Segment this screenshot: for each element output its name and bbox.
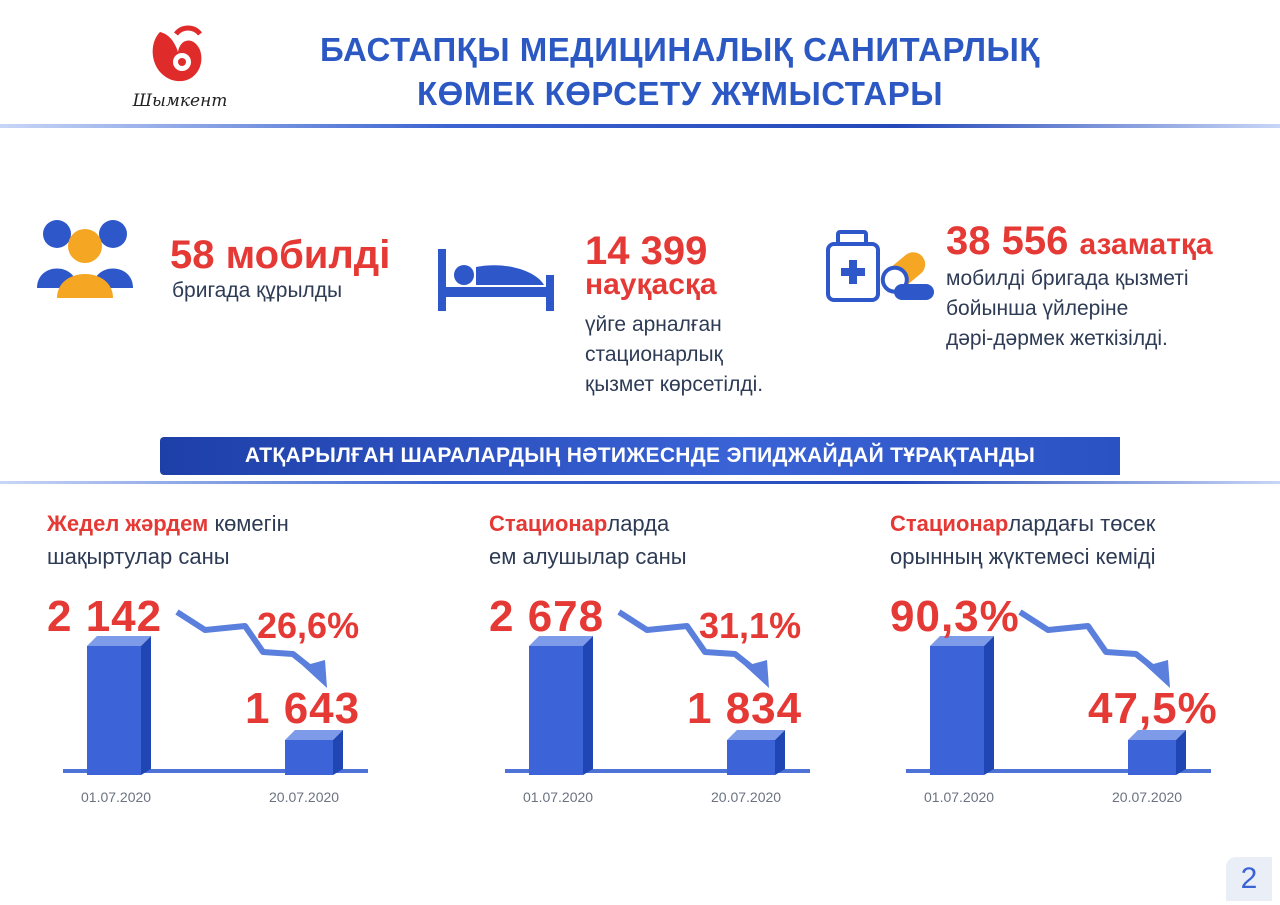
panel-title-rest: көмегін: [208, 511, 289, 536]
trend-arrow: [1018, 609, 1170, 688]
stat-citizens-desc-line: дәрі-дәрмек жеткізілді.: [946, 327, 1168, 350]
stat-mobile-teams-value: 58 мобилді: [170, 233, 391, 277]
date-start: 01.07.2020: [523, 789, 594, 805]
panel-title: Стационарларда ем алушылар саны: [489, 507, 687, 573]
date-start: 01.07.2020: [81, 789, 152, 805]
medicine-icon: [824, 228, 936, 313]
stat-patients-desc-line: қызмет көрсетілді.: [585, 373, 764, 396]
panel-title-rest: ларда: [607, 511, 670, 536]
people-icon: [35, 214, 135, 309]
value-end: 1 834: [687, 684, 803, 733]
date-start: 01.07.2020: [924, 789, 995, 805]
stat-patients-desc-line: үйге арналған: [585, 313, 722, 336]
logo: Шымкент: [130, 22, 230, 112]
page-title: БАСТАПҚЫ МЕДИЦИНАЛЫҚ САНИТАРЛЫҚ КӨМЕК КӨ…: [250, 28, 1110, 116]
panel-baseline: [505, 769, 810, 773]
stat-citizens-desc: мобилді бригада қызметі бойынша үйлеріне…: [946, 264, 1189, 354]
stat-citizens-desc-line: мобилді бригада қызметі: [946, 267, 1189, 290]
title-line-1: БАСТАПҚЫ МЕДИЦИНАЛЫҚ САНИТАРЛЫҚ: [319, 31, 1041, 68]
value-end: 1 643: [245, 684, 361, 733]
panel-title-line2: орынның жүктемесі кеміді: [890, 544, 1156, 569]
title-line-2: КӨМЕК КӨРСЕТУ ЖҰМЫСТАРЫ: [416, 75, 944, 112]
value-start: 90,3%: [890, 592, 1020, 641]
panel-title: Стационарлардағы төсек орынның жүктемесі…: [890, 507, 1156, 573]
date-end: 20.07.2020: [711, 789, 782, 805]
page-number: 2: [1226, 857, 1272, 901]
panel-chart: [529, 609, 785, 775]
value-end: 47,5%: [1088, 684, 1218, 733]
results-banner: АТҚАРЫЛҒАН ШАРАЛАРДЫҢ НӘТИЖЕСНДЕ ЭПИДЖАЙ…: [160, 437, 1120, 475]
panel-title-highlight: Стационар: [890, 511, 1009, 536]
panel-chart: [930, 609, 1186, 775]
bar-end: [285, 730, 343, 775]
header-divider: [0, 124, 1280, 128]
bar-end: [1128, 730, 1186, 775]
stat-patients-desc-line: стационарлық: [585, 343, 723, 366]
bed-icon: [436, 245, 556, 320]
stat-patients-unit: науқасқа: [585, 268, 717, 301]
panel-baseline: [63, 769, 368, 773]
percent-change: 31,1%: [699, 605, 802, 646]
panel-chart: [87, 609, 343, 775]
panel-title-highlight: Жедел жәрдем: [47, 511, 209, 536]
date-end: 20.07.2020: [1112, 789, 1183, 805]
bar-start: [87, 636, 151, 775]
logo-text: Шымкент: [132, 91, 228, 111]
panel-title-highlight: Стационар: [489, 511, 608, 536]
stat-citizens-number: 38 556: [946, 219, 1069, 263]
panel-baseline: [906, 769, 1211, 773]
bar-start: [529, 636, 593, 775]
stat-patients-value: 14 399: [585, 229, 708, 273]
logo-emblem-icon: [152, 25, 202, 82]
stat-citizens-unit: азаматқа: [1079, 228, 1213, 261]
panel-title: Жедел жәрдем көмегін шақыртулар саны: [47, 507, 289, 573]
panel-title-line2: шақыртулар саны: [47, 544, 230, 569]
value-start: 2 678: [489, 592, 605, 641]
stat-citizens-desc-line: бойынша үйлеріне: [946, 297, 1129, 320]
trend-arrow: [617, 609, 769, 688]
bar-end: [727, 730, 785, 775]
stat-patients-desc: үйге арналған стационарлық қызмет көрсет…: [585, 310, 763, 400]
percent-change: 26,6%: [257, 605, 360, 646]
panel-title-rest: лардағы төсек: [1008, 511, 1156, 536]
banner-divider: [0, 481, 1280, 484]
stat-mobile-teams-desc: бригада құрылды: [172, 279, 343, 302]
value-start: 2 142: [47, 592, 163, 641]
panel-title-line2: ем алушылар саны: [489, 544, 687, 569]
date-end: 20.07.2020: [269, 789, 340, 805]
stat-citizens-value: 38 556 азаматқа: [946, 218, 1213, 268]
trend-arrow: [175, 609, 327, 688]
bar-start: [930, 636, 994, 775]
